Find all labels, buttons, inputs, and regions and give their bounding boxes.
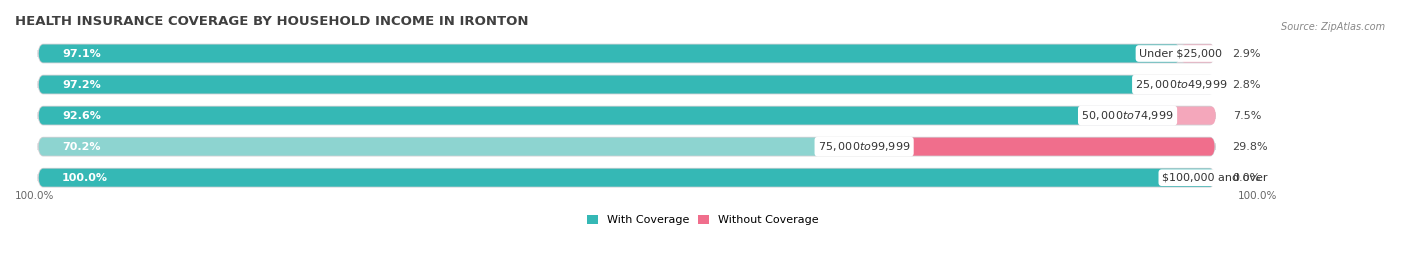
Text: HEALTH INSURANCE COVERAGE BY HOUSEHOLD INCOME IN IRONTON: HEALTH INSURANCE COVERAGE BY HOUSEHOLD I…	[15, 15, 529, 28]
FancyBboxPatch shape	[45, 46, 1209, 61]
Legend: With Coverage, Without Coverage: With Coverage, Without Coverage	[583, 212, 823, 228]
Text: 70.2%: 70.2%	[62, 142, 101, 152]
FancyBboxPatch shape	[1181, 76, 1215, 94]
FancyBboxPatch shape	[38, 76, 1181, 94]
FancyBboxPatch shape	[38, 107, 1128, 125]
FancyBboxPatch shape	[38, 44, 1181, 62]
FancyBboxPatch shape	[38, 169, 1215, 187]
Text: 100.0%: 100.0%	[62, 173, 108, 183]
FancyBboxPatch shape	[1128, 107, 1216, 125]
Text: 97.2%: 97.2%	[62, 80, 101, 90]
Text: $50,000 to $74,999: $50,000 to $74,999	[1081, 109, 1174, 122]
Text: $100,000 and over: $100,000 and over	[1161, 173, 1267, 183]
FancyBboxPatch shape	[38, 138, 865, 156]
Text: Under $25,000: Under $25,000	[1139, 48, 1222, 59]
FancyBboxPatch shape	[865, 138, 1215, 156]
Text: $25,000 to $49,999: $25,000 to $49,999	[1136, 78, 1227, 91]
FancyBboxPatch shape	[1181, 44, 1215, 62]
FancyBboxPatch shape	[38, 107, 1215, 125]
FancyBboxPatch shape	[45, 139, 1209, 154]
FancyBboxPatch shape	[38, 76, 1215, 94]
FancyBboxPatch shape	[45, 170, 1209, 185]
Text: 0.0%: 0.0%	[1232, 173, 1261, 183]
Text: 100.0%: 100.0%	[15, 191, 55, 201]
FancyBboxPatch shape	[38, 169, 1215, 187]
Text: 92.6%: 92.6%	[62, 111, 101, 121]
Text: Source: ZipAtlas.com: Source: ZipAtlas.com	[1281, 22, 1385, 31]
Text: 2.9%: 2.9%	[1232, 48, 1261, 59]
Text: $75,000 to $99,999: $75,000 to $99,999	[818, 140, 910, 153]
FancyBboxPatch shape	[45, 108, 1209, 123]
Text: 29.8%: 29.8%	[1232, 142, 1268, 152]
Text: 2.8%: 2.8%	[1232, 80, 1261, 90]
Text: 100.0%: 100.0%	[1239, 191, 1278, 201]
Text: 7.5%: 7.5%	[1233, 111, 1261, 121]
FancyBboxPatch shape	[38, 138, 1215, 156]
FancyBboxPatch shape	[45, 77, 1209, 92]
FancyBboxPatch shape	[38, 44, 1215, 62]
Text: 97.1%: 97.1%	[62, 48, 101, 59]
